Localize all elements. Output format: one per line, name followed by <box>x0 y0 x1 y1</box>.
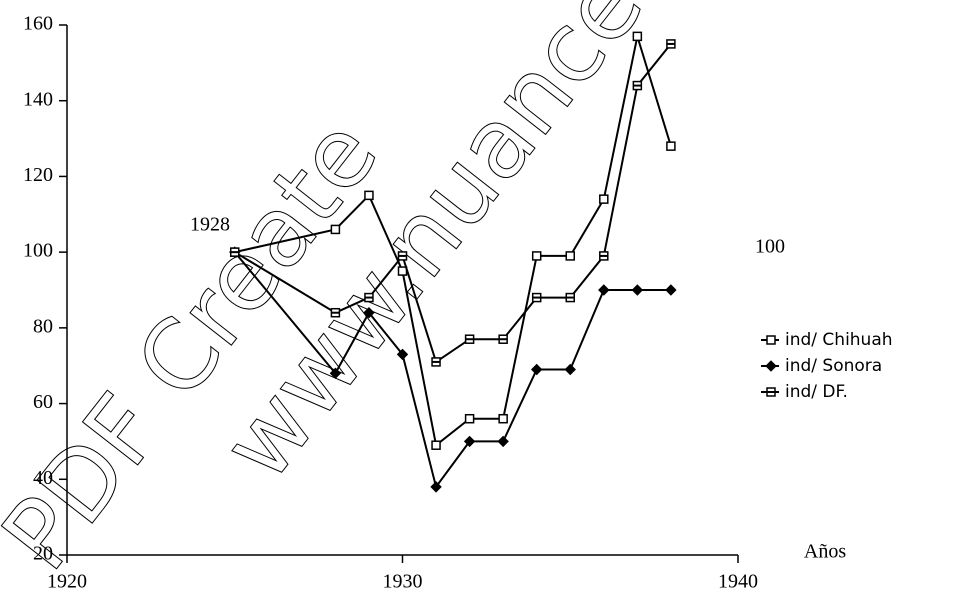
point <box>497 435 509 448</box>
x-axis-label: Años <box>804 541 846 563</box>
y-tick-label: 80 <box>33 315 53 337</box>
point <box>565 251 575 261</box>
point <box>631 284 644 296</box>
y-tick-label: 60 <box>33 391 53 413</box>
point <box>665 284 677 296</box>
y-tick-label: 160 <box>23 13 53 35</box>
point <box>498 413 508 424</box>
series-line <box>234 43 672 364</box>
point <box>397 266 408 276</box>
point <box>364 190 374 201</box>
annotation: 1928 <box>190 214 230 236</box>
point <box>564 363 576 376</box>
point <box>463 435 476 448</box>
point <box>599 194 609 204</box>
point <box>666 141 676 151</box>
y-tick-label: 100 <box>23 240 53 262</box>
point <box>330 224 341 235</box>
y-tick-label: 140 <box>23 88 53 110</box>
x-tick-label: 1940 <box>718 571 758 593</box>
point <box>531 251 542 261</box>
point <box>530 363 543 376</box>
point <box>363 307 375 319</box>
legend-marker <box>766 335 776 345</box>
y-tick-label: 120 <box>23 164 53 186</box>
legend-label: ind/ Sonora <box>785 356 882 376</box>
legend-marker <box>765 360 777 372</box>
annotation: 100 <box>755 236 785 258</box>
point <box>430 481 442 493</box>
y-tick-label: 40 <box>33 467 53 489</box>
point <box>396 348 409 361</box>
legend-label: ind/ Chihuah <box>785 330 893 350</box>
point <box>464 413 475 424</box>
point <box>431 440 441 450</box>
x-tick-label: 1920 <box>47 571 87 593</box>
point <box>632 31 643 42</box>
x-tick-label: 1930 <box>383 571 423 593</box>
point <box>598 284 610 296</box>
series-line <box>234 36 672 448</box>
legend-label: ind/ DF. <box>785 382 848 402</box>
point <box>329 367 342 379</box>
y-tick-label: 20 <box>33 543 53 565</box>
